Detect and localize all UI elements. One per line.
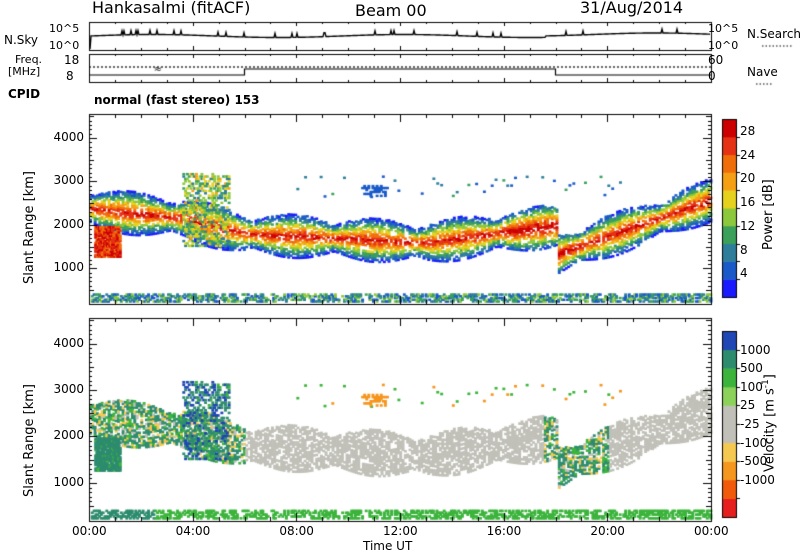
- xtick-label: 08:00: [279, 524, 314, 538]
- nave-tick-top: 60: [708, 53, 724, 67]
- freq-tick-top: 18: [64, 53, 80, 67]
- velocity-colorbar-tick: 100: [740, 379, 763, 394]
- velocity-colorbar-tick: -500: [740, 454, 768, 469]
- xtick-label: 12:00: [383, 524, 418, 538]
- velocity-ytick-label: 4000: [53, 335, 84, 350]
- nave-label: Nave: [747, 65, 778, 79]
- velocity-colorbar-tick: -100: [740, 435, 768, 450]
- power-ytick-label: 4000: [53, 129, 84, 144]
- power-colorbar-tick: 8: [740, 242, 748, 257]
- cpid-text: normal (fast stereo) 153: [94, 93, 260, 107]
- power-panel-ylabel: Slant Range [km]: [22, 171, 37, 284]
- freq-label: Freq.: [15, 53, 43, 66]
- nsky-tick-top: 10^5: [49, 22, 80, 35]
- velocity-colorbar-tick: 1000: [740, 342, 771, 357]
- date-title: 31/Aug/2014: [580, 0, 684, 17]
- power-colorbar-tick: 20: [740, 171, 756, 186]
- nave-tick-bottom: 0: [708, 69, 716, 83]
- station-title: Hankasalmi (fitACF): [92, 0, 251, 17]
- velocity-ytick-label: 3000: [53, 382, 84, 396]
- beam-title: Beam 00: [355, 1, 427, 20]
- velocity-panel-ylabel: Slant Range [km]: [22, 384, 37, 497]
- xtick-label: 16:00: [486, 524, 522, 538]
- velocity-ytick-label: 1000: [53, 474, 84, 489]
- xtick-label: 04:00: [175, 524, 211, 538]
- cpid-label: CPID: [8, 87, 41, 101]
- power-colorbar-tick: 4: [740, 266, 748, 281]
- velocity-colorbar-tick: -25: [740, 417, 760, 431]
- nsearch-tick-top: 10^5: [708, 22, 739, 35]
- power-ytick-label: 3000: [53, 173, 84, 188]
- velocity-ytick-label: 2000: [53, 428, 84, 443]
- xtick-label: 00:00: [694, 524, 729, 538]
- power-colorbar-tick: 28: [740, 123, 756, 138]
- xaxis-title: Time UT: [363, 539, 413, 553]
- velocity-colorbar-tick: 500: [740, 361, 763, 376]
- velocity-colorbar-tick: -1000: [740, 472, 775, 487]
- power-ytick-label: 1000: [53, 260, 84, 275]
- nsky-tick-bottom: 10^0: [49, 39, 80, 52]
- xtick-label: 00:00: [72, 524, 107, 538]
- velocity-colorbar-tick: 25: [740, 398, 756, 413]
- power-colorbar-tick: 24: [740, 147, 756, 162]
- xtick-label: 20:00: [590, 524, 625, 538]
- freq-tick-bottom: 8: [66, 69, 74, 83]
- power-colorbar-tick: 12: [740, 218, 756, 233]
- nsky-label: N.Sky: [4, 33, 39, 47]
- power-colorbar-tick: 16: [740, 195, 756, 210]
- freq-unit: [MHz]: [8, 65, 41, 78]
- power-colorbar-label: Power [dB]: [761, 179, 776, 250]
- nsearch-label: N.Search: [747, 27, 800, 41]
- power-ytick-label: 2000: [53, 216, 84, 231]
- nsearch-tick-bottom: 10^0: [708, 39, 739, 52]
